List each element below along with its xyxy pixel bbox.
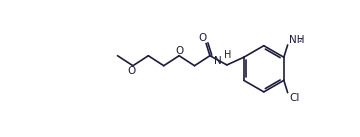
Text: O: O: [127, 66, 135, 76]
Text: H: H: [224, 50, 231, 60]
Text: N: N: [215, 56, 222, 66]
Text: NH: NH: [289, 35, 305, 45]
Text: O: O: [175, 46, 183, 56]
Text: ₂: ₂: [298, 35, 302, 44]
Text: Cl: Cl: [289, 93, 300, 103]
Text: O: O: [199, 33, 207, 43]
